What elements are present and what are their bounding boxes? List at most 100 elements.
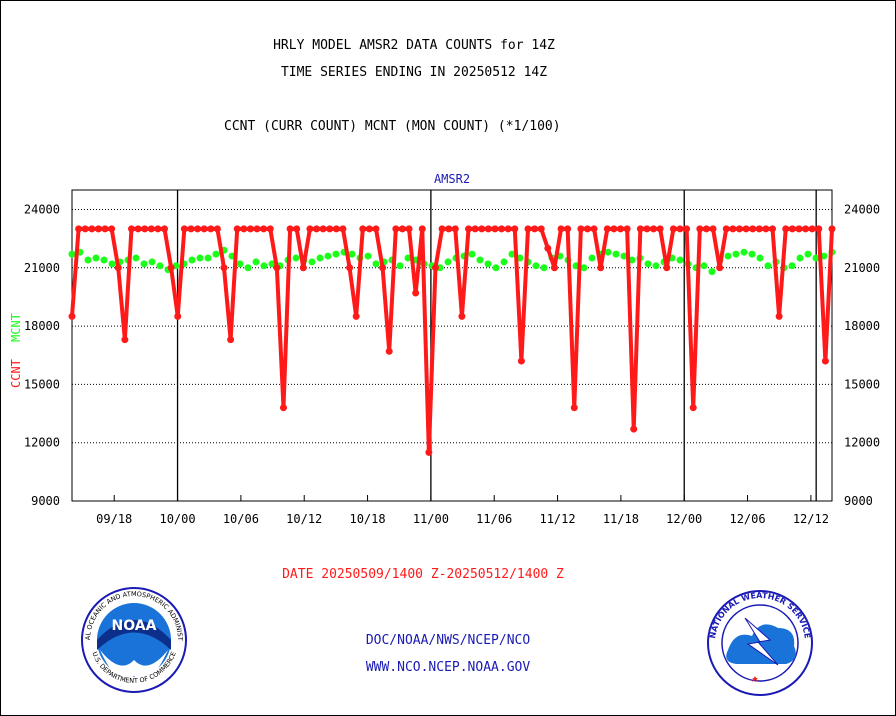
- ccnt-point: [88, 225, 96, 233]
- mcnt-point: [204, 254, 212, 262]
- ccnt-point: [484, 225, 492, 233]
- y-tick-label-right: 15000: [844, 377, 880, 391]
- mcnt-point: [196, 254, 204, 262]
- ccnt-point: [108, 225, 116, 233]
- chart-header-line-3: CCNT (CURR COUNT) MCNT (MON COUNT) (*1/1…: [224, 119, 561, 134]
- y-tick-label-left: 18000: [24, 319, 60, 333]
- ccnt-point: [458, 312, 466, 320]
- ccnt-point: [465, 225, 473, 233]
- ccnt-point: [161, 225, 169, 233]
- ccnt-point: [260, 225, 268, 233]
- footer-link-website[interactable]: WWW.NCO.NCEP.NOAA.GOV: [365, 660, 531, 675]
- chart-title: AMSR2: [434, 172, 470, 186]
- ccnt-point: [379, 264, 387, 272]
- y-tick-label-left: 9000: [31, 494, 60, 508]
- plot-area: [71, 189, 833, 502]
- ccnt-point: [220, 264, 228, 272]
- ccnt-point: [650, 225, 658, 233]
- x-tick-label: 10/00: [159, 512, 195, 526]
- footer-link-doc[interactable]: DOC/NOAA/NWS/NCEP/NCO: [365, 633, 531, 648]
- x-tick-label: 11/12: [539, 512, 575, 526]
- mcnt-point: [732, 250, 740, 258]
- mcnt-point: [820, 252, 828, 260]
- ccnt-point: [101, 225, 109, 233]
- ccnt-point: [716, 264, 724, 272]
- gridlines: [72, 208, 832, 444]
- ccnt-point: [491, 225, 499, 233]
- ccnt-point: [200, 225, 208, 233]
- ccnt-point: [273, 264, 281, 272]
- mcnt-point: [620, 252, 628, 260]
- ccnt-point: [821, 357, 829, 365]
- mcnt-point: [604, 248, 612, 256]
- mcnt-point: [100, 256, 108, 264]
- ccnt-point: [676, 225, 684, 233]
- mcnt-point: [332, 250, 340, 258]
- mcnt-point: [92, 254, 100, 262]
- y-tick-label-left: 15000: [24, 377, 60, 391]
- ccnt-point: [147, 225, 155, 233]
- ccnt-point: [550, 264, 558, 272]
- mcnt-point: [588, 254, 596, 262]
- ccnt-point: [154, 225, 162, 233]
- y-tick-label-right: 24000: [844, 202, 880, 216]
- mcnt-point: [156, 262, 164, 270]
- mcnt-point: [740, 248, 748, 256]
- ccnt-point: [127, 225, 135, 233]
- ccnt-point: [769, 225, 777, 233]
- ccnt-point: [524, 225, 532, 233]
- chart-header-line-2: TIME SERIES ENDING IN 20250512 14Z: [280, 65, 548, 80]
- ccnt-point: [134, 225, 142, 233]
- mcnt-point: [308, 258, 316, 266]
- ccnt-point: [438, 225, 446, 233]
- x-tick-label: 10/18: [349, 512, 385, 526]
- ccnt-point: [94, 225, 102, 233]
- mcnt-point: [476, 256, 484, 264]
- mcnt-point: [188, 256, 196, 264]
- ccnt-point: [617, 225, 625, 233]
- ccnt-point: [610, 225, 618, 233]
- ccnt-point: [663, 264, 671, 272]
- ccnt-point: [418, 225, 426, 233]
- mcnt-point: [236, 260, 244, 268]
- mcnt-point: [500, 258, 508, 266]
- mcnt-point: [292, 254, 300, 262]
- ccnt-point: [365, 225, 373, 233]
- mcnt-point: [148, 258, 156, 266]
- ccnt-point: [511, 225, 519, 233]
- ccnt-point: [266, 225, 274, 233]
- ccnt-point: [385, 347, 393, 355]
- ccnt-point: [742, 225, 750, 233]
- mcnt-point: [532, 262, 540, 270]
- ccnt-point: [749, 225, 757, 233]
- mcnt-point: [252, 258, 260, 266]
- x-tick-label: 11/06: [476, 512, 512, 526]
- ccnt-point: [517, 357, 525, 365]
- ccnt-point: [583, 225, 591, 233]
- noaa-logo-text: NOAA: [112, 618, 157, 634]
- ccnt-point: [788, 225, 796, 233]
- ccnt-point: [722, 225, 730, 233]
- mcnt-point: [612, 250, 620, 258]
- x-tick-label: 11/18: [603, 512, 639, 526]
- mcnt-point: [140, 260, 148, 268]
- mcnt-point: [324, 252, 332, 260]
- nws-logo: NATIONAL WEATHER SERVICE: [707, 590, 813, 696]
- y-tick-label-left: 24000: [24, 202, 60, 216]
- ccnt-point: [233, 225, 241, 233]
- ccnt-point: [425, 448, 433, 456]
- y-tick-label-left: 12000: [24, 436, 60, 450]
- mcnt-point: [212, 250, 220, 258]
- mcnt-point: [644, 260, 652, 268]
- mcnt-point: [108, 260, 116, 268]
- ccnt-point: [207, 225, 215, 233]
- ccnt-point: [498, 225, 506, 233]
- y-tick-label-right: 21000: [844, 261, 880, 275]
- mcnt-point: [260, 262, 268, 270]
- ccnt-point: [180, 225, 188, 233]
- ccnt-point: [630, 425, 638, 433]
- ccnt-point: [656, 225, 664, 233]
- ccnt-point: [68, 312, 76, 320]
- ccnt-point: [735, 225, 743, 233]
